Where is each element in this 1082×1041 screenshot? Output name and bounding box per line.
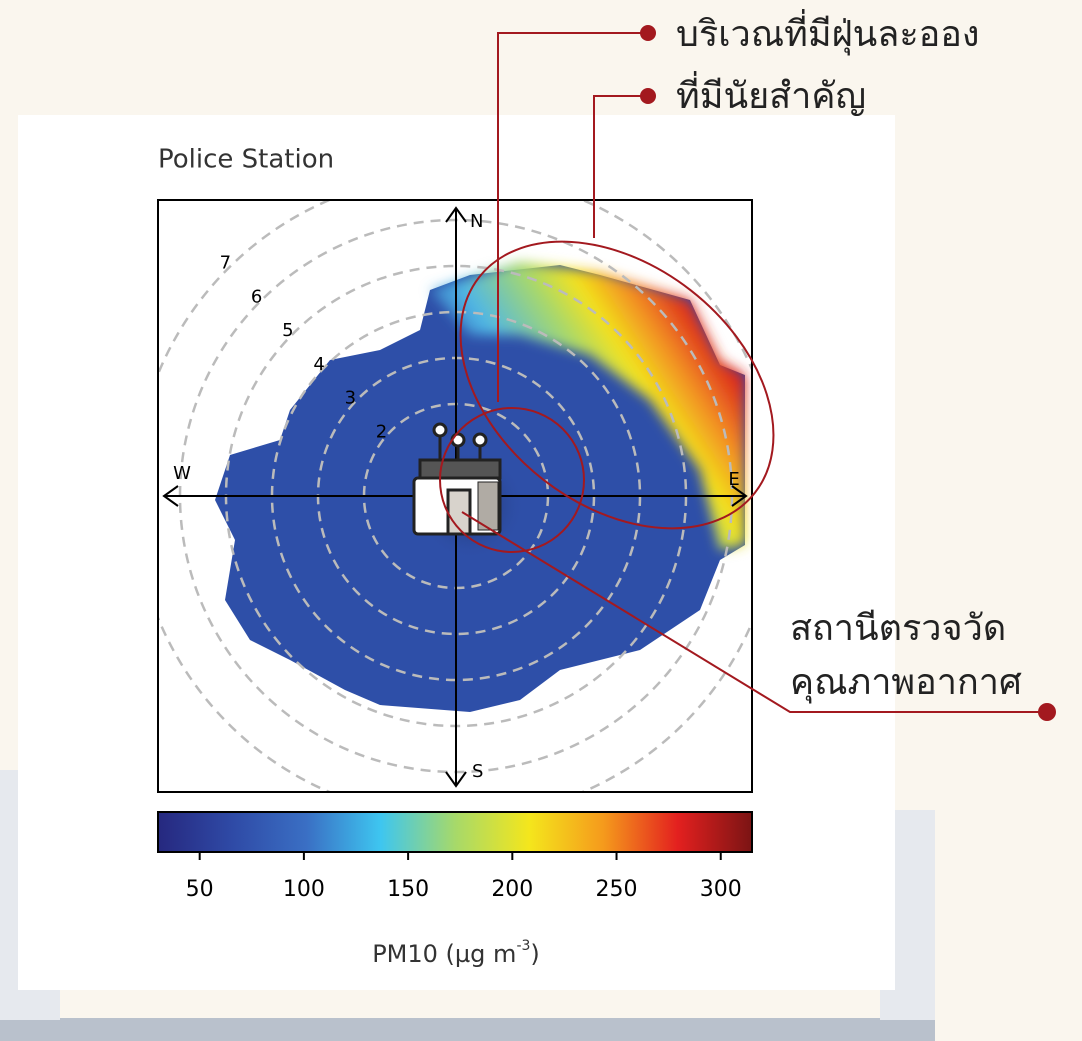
colorbar-tick-label: 300 xyxy=(700,877,742,902)
compass-n: N xyxy=(470,211,483,232)
label-main: PM10 (µg m xyxy=(372,940,516,968)
colorbar-tick-label: 200 xyxy=(491,877,533,902)
compass-w: W xyxy=(173,463,191,484)
radial-tick-label: 4 xyxy=(313,354,324,375)
colorbar-tick-label: 250 xyxy=(596,877,638,902)
radial-tick-label: 3 xyxy=(345,388,356,409)
station-label: สถานีตรวจวัด xyxy=(790,608,1006,649)
radial-tick-label: 7 xyxy=(220,253,231,274)
radial-tick-label: 2 xyxy=(376,421,387,442)
hotspot-label: ที่มีนัยสำคัญ xyxy=(676,71,866,117)
radial-tick-label: 6 xyxy=(251,286,262,307)
colorbar xyxy=(158,812,752,852)
ground-band xyxy=(0,1018,935,1041)
compass-s: S xyxy=(472,761,483,782)
colorbar-tick-label: 50 xyxy=(186,877,214,902)
radial-tick-label: 5 xyxy=(282,320,293,341)
label-end: ) xyxy=(530,940,539,968)
label-sup: -3 xyxy=(516,938,530,954)
colorbar-tick-label: 100 xyxy=(283,877,325,902)
infographic: Police Station N E S W 50 100 150 200 250 300… xyxy=(0,0,1082,1041)
page: Police Station N E S W 50 100 150 200 250 300… xyxy=(0,0,1082,1041)
hotspot-label: บริเวณที่มีฝุ่นละออง xyxy=(676,9,980,56)
station-label: คุณภาพอากาศ xyxy=(790,662,1022,704)
compass-e: E xyxy=(728,469,739,490)
colorbar-label: PM10 (µg m-3) xyxy=(372,938,540,968)
colorbar-tick-label: 150 xyxy=(387,877,429,902)
chart-title: Police Station xyxy=(158,145,334,175)
